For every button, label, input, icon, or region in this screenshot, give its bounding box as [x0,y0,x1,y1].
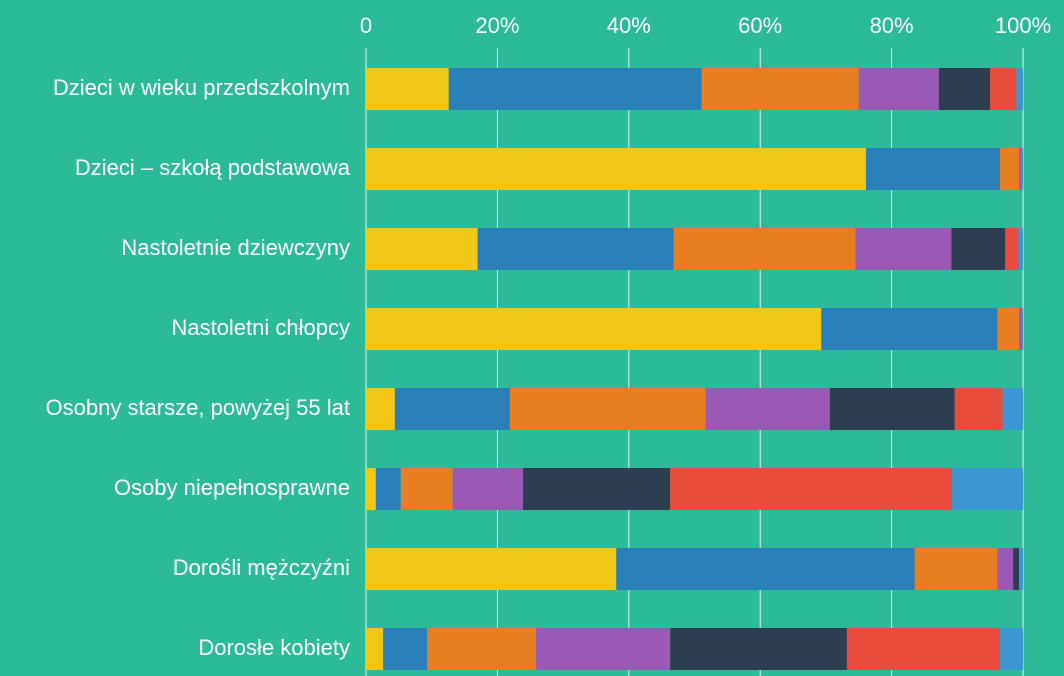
bar-segment [952,468,1023,510]
bar-segment [670,628,847,670]
bar-segment [855,228,952,270]
bar-segment [366,628,384,670]
bar-segment [400,468,453,510]
y-tick-label: Osoby niepełnosprawne [114,475,350,500]
bar-segment [1000,148,1020,190]
bar-segment [865,148,1001,190]
bar-segment [616,548,915,590]
bar-segment [536,628,671,670]
bar-segment [1016,68,1023,110]
bar-segment [914,548,998,590]
bar-segment [394,388,510,430]
bar-segment [366,228,478,270]
bar-segment [375,468,401,510]
bar-segment [448,68,702,110]
bar-segment [670,468,953,510]
bar-segment [366,68,449,110]
bar-segment [938,68,991,110]
x-tick-label: 0 [360,13,372,38]
bar-segment [1019,548,1023,590]
bar-segment [846,628,1001,670]
y-tick-label: Osobny starsze, powyżej 55 lat [46,395,350,420]
y-tick-label: Dorosłe kobiety [198,635,350,660]
bar-segment [366,388,395,430]
bar-segment [523,468,671,510]
bar-segment [427,628,537,670]
bar-segment [705,388,830,430]
bar-segment [821,308,998,350]
bar-segment [1000,628,1023,670]
bar-segment [509,388,706,430]
x-tick-label: 20% [475,13,519,38]
y-tick-label: Dorośli mężczyźni [173,555,350,580]
bar-segment [997,548,1014,590]
bar-segment [452,468,524,510]
x-tick-label: 80% [870,13,914,38]
bar-segment [1019,148,1022,190]
bar-segment [990,68,1017,110]
bar-segment [383,628,428,670]
x-tick-label: 100% [995,13,1051,38]
y-tick-label: Dzieci w wieku przedszkolnym [53,75,350,100]
bar-segment [1005,228,1019,270]
bar-segment [673,228,856,270]
bar-segment [1019,308,1023,350]
bar-segment [1018,228,1023,270]
y-tick-label: Nastoletni chłopcy [171,315,350,340]
x-tick-label: 60% [738,13,782,38]
y-tick-label: Dzieci – szkołą podstawowa [75,155,351,180]
bar-segment [954,388,1003,430]
bar-segment [366,548,617,590]
bar-segment [366,308,822,350]
bar-segment [477,228,674,270]
x-tick-label: 40% [607,13,651,38]
bar-segment [1013,548,1020,590]
bar-segment [366,148,866,190]
bar-segment [701,68,859,110]
bar-segment [1021,148,1023,190]
bar-segment [1002,388,1023,430]
bar-segment [1022,308,1023,350]
bar-segment [858,68,939,110]
bar-segment [366,468,376,510]
bar-segment [951,228,1006,270]
bar-segment [829,388,955,430]
bar-segment [997,308,1020,350]
bars [366,68,1023,670]
y-tick-label: Nastoletnie dziewczyny [121,235,350,260]
